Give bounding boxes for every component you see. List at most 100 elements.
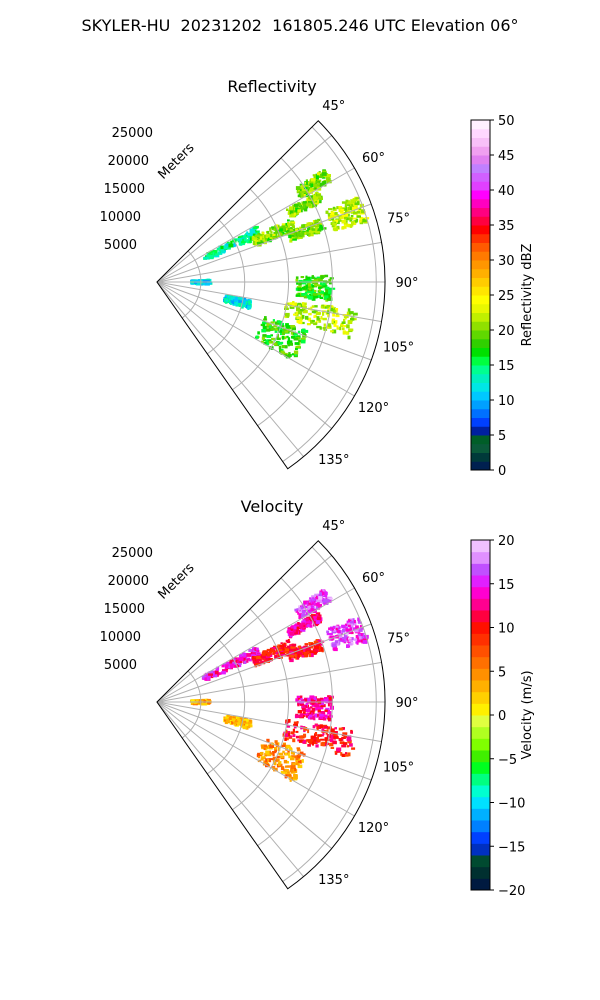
echo-gate xyxy=(244,234,249,238)
echo-gate xyxy=(348,224,354,227)
echo-gate xyxy=(287,653,290,657)
echo-region xyxy=(223,294,252,310)
echo-gate xyxy=(328,214,333,218)
echo-gate xyxy=(314,703,319,708)
echo-gate xyxy=(300,186,304,189)
echo-gate xyxy=(278,752,284,756)
colorbar-swatch xyxy=(471,426,490,436)
echo-gate xyxy=(203,256,207,259)
echo-gate xyxy=(297,759,301,764)
colorbar-swatch xyxy=(471,738,490,751)
echo-gate xyxy=(342,226,347,229)
echo-gate xyxy=(225,668,229,671)
echo-gate xyxy=(234,659,238,663)
echo-gate xyxy=(307,715,311,720)
echo-gate xyxy=(313,291,317,294)
echo-gate xyxy=(344,623,349,627)
echo-gate xyxy=(345,210,349,213)
echo-gate xyxy=(306,323,311,326)
azimuth-tick-label: 45° xyxy=(322,519,345,534)
echo-gate xyxy=(235,297,238,301)
echo-gate xyxy=(343,315,349,319)
echo-gate xyxy=(277,228,282,231)
echo-gate xyxy=(314,283,319,286)
echo-gate xyxy=(298,645,302,650)
echo-gate xyxy=(290,628,294,631)
echo-gate xyxy=(315,744,319,748)
colorbar-swatch xyxy=(471,172,490,182)
echo-gate xyxy=(284,753,288,756)
echo-gate xyxy=(225,664,229,668)
echo-gate xyxy=(351,206,357,211)
echo-gate xyxy=(281,325,285,328)
azimuth-gridline xyxy=(156,623,372,703)
echo-gate xyxy=(290,223,295,226)
echo-gate xyxy=(300,194,304,198)
echo-gate xyxy=(300,751,304,756)
echo-region xyxy=(295,169,332,198)
echo-gate xyxy=(239,654,243,657)
echo-gate xyxy=(206,254,211,257)
colorbar-swatch xyxy=(471,452,490,462)
echo-gate xyxy=(336,327,340,330)
echo-gate xyxy=(293,212,296,216)
echo-gate xyxy=(313,315,316,319)
echo-gate xyxy=(302,711,306,714)
echo-gate xyxy=(345,203,351,206)
echo-gate xyxy=(302,201,307,204)
echo-gate xyxy=(298,605,301,608)
echo-gate xyxy=(300,276,305,279)
colorbar-swatch xyxy=(471,785,490,798)
echo-gate xyxy=(345,212,349,217)
echo-gate xyxy=(284,352,288,356)
echo-gate xyxy=(316,599,321,603)
echo-gate xyxy=(358,207,361,210)
echo-gate xyxy=(313,322,318,326)
colorbar-tick-label: 10 xyxy=(498,394,515,409)
echo-gate xyxy=(265,239,268,242)
echo-gate xyxy=(319,296,324,299)
echo-gate xyxy=(287,752,290,756)
echo-gate xyxy=(320,734,324,737)
echo-gate xyxy=(316,736,320,740)
echo-gate xyxy=(262,339,266,341)
echo-gate xyxy=(299,316,304,320)
echo-gate xyxy=(308,288,312,291)
echo-gate xyxy=(323,328,328,331)
echo-gate xyxy=(270,321,275,324)
echo-gate xyxy=(262,238,265,242)
echo-gate xyxy=(352,217,357,220)
echo-gate xyxy=(288,657,292,660)
echo-gate xyxy=(238,302,243,306)
echo-gate xyxy=(315,320,318,324)
echo-gate xyxy=(323,297,328,300)
echo-gate xyxy=(284,316,287,319)
echo-gate xyxy=(223,297,228,300)
colorbar-swatch xyxy=(471,866,490,879)
echo-gate xyxy=(311,707,316,712)
echo-gate xyxy=(242,725,247,730)
echo-gate xyxy=(238,299,243,303)
echo-gate xyxy=(344,206,348,209)
echo-gate xyxy=(287,774,292,777)
echo-gate xyxy=(227,247,231,250)
echo-gate xyxy=(326,709,330,713)
echo-gate xyxy=(225,299,231,302)
echo-gate xyxy=(240,242,245,246)
echo-gate xyxy=(224,717,229,720)
echo-gate xyxy=(313,616,317,619)
echo-gate xyxy=(290,751,295,755)
echo-gate xyxy=(265,658,269,661)
echo-gate xyxy=(206,674,212,678)
colorbar-swatch xyxy=(471,586,490,599)
echo-gate xyxy=(307,707,311,711)
echo-gate xyxy=(319,600,323,603)
echo-gate xyxy=(320,275,324,279)
echo-gate xyxy=(341,327,345,331)
echo-gate xyxy=(217,251,223,255)
echo-gate xyxy=(306,222,310,226)
echo-gate xyxy=(350,221,356,225)
echo-gate xyxy=(301,627,305,630)
echo-gate xyxy=(311,735,316,739)
echo-gate xyxy=(274,329,278,333)
